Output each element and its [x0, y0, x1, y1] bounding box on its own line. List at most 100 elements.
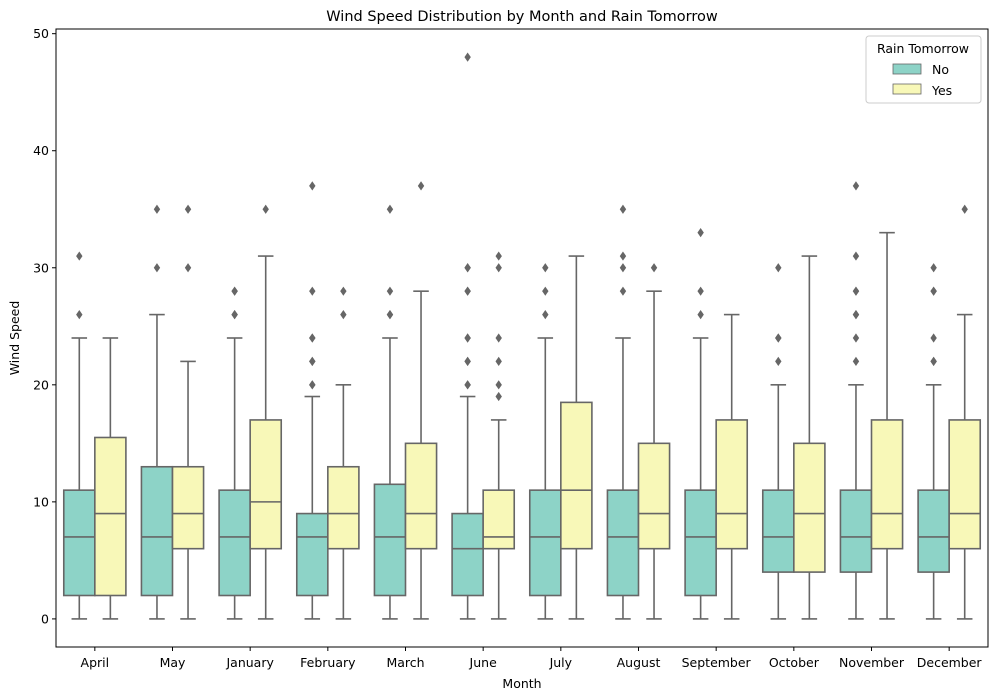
box-body — [94, 436, 127, 597]
outlier-point — [153, 263, 161, 273]
x-tick-label: May — [160, 655, 186, 670]
outlier-point — [309, 356, 316, 367]
axes-layer: 0 10 20 30 40 50 April May January February March J… — [33, 26, 989, 670]
box-no-december — [917, 263, 950, 620]
legend-label-no: No — [932, 62, 949, 77]
box-yes-september — [715, 313, 749, 620]
box-body — [870, 419, 904, 550]
box-yes-february — [327, 286, 360, 620]
x-tick-label: November — [839, 655, 905, 670]
box-body — [917, 489, 950, 573]
outlier-point — [464, 286, 471, 296]
outlier-point — [231, 286, 238, 296]
box-yes-july — [560, 255, 593, 620]
axes-frame — [55, 28, 989, 648]
box-body — [451, 512, 484, 597]
outlier-point — [417, 181, 425, 191]
box-no-january — [218, 286, 251, 620]
outlier-point — [495, 391, 502, 402]
outlier-point — [542, 309, 549, 320]
legend-label-yes: Yes — [931, 83, 952, 98]
outlier-point — [852, 309, 860, 320]
outlier-point — [852, 356, 860, 367]
outlier-point — [852, 251, 860, 261]
outlier-point — [930, 263, 937, 273]
box-body — [482, 489, 516, 550]
box-body — [295, 512, 329, 597]
x-tick-label: October — [769, 655, 820, 670]
outlier-point — [309, 181, 316, 191]
y-tick-label: 0 — [41, 611, 49, 626]
outlier-point — [386, 286, 394, 296]
box-body — [373, 483, 407, 597]
box-body — [637, 442, 671, 550]
box-no-august — [606, 204, 640, 620]
box-body — [560, 401, 593, 550]
outlier-point — [76, 251, 83, 261]
outlier-point — [340, 286, 347, 296]
legend: Rain Tomorrow No Yes — [865, 35, 982, 104]
box-no-july — [528, 263, 562, 620]
outlier-point — [76, 309, 83, 320]
x-tick-label: March — [386, 655, 424, 670]
outlier-point — [961, 204, 968, 214]
outlier-point — [697, 286, 704, 296]
outlier-point — [650, 263, 658, 273]
outlier-point — [464, 52, 471, 62]
legend-title: Rain Tomorrow — [877, 41, 969, 56]
box-body — [327, 465, 360, 550]
box-body — [715, 419, 749, 550]
box-body — [62, 489, 96, 597]
outlier-point — [309, 380, 316, 390]
boxes-layer — [62, 52, 982, 620]
outlier-point — [340, 309, 347, 320]
x-tick-label: July — [549, 655, 573, 670]
box-yes-june — [482, 251, 516, 620]
outlier-point — [619, 251, 627, 261]
x-axis-label: Month — [502, 676, 541, 691]
outlier-point — [262, 204, 269, 214]
box-no-november — [839, 181, 873, 620]
x-tick-label: August — [617, 655, 661, 670]
box-body — [171, 465, 205, 550]
x-tick-label: February — [300, 655, 356, 670]
box-yes-december — [948, 204, 982, 620]
box-body — [606, 489, 640, 597]
box-yes-october — [793, 255, 826, 620]
outlier-point — [495, 251, 502, 261]
box-no-june — [451, 52, 484, 620]
box-body — [140, 465, 174, 597]
box-no-april — [62, 251, 96, 620]
outlier-point — [775, 356, 782, 367]
box-no-may — [140, 204, 174, 620]
legend-swatch-yes — [892, 83, 922, 95]
x-tick-label: September — [682, 655, 752, 670]
outlier-point — [775, 333, 782, 343]
plot-area — [56, 29, 988, 647]
box-yes-march — [404, 181, 438, 620]
box-body — [249, 419, 283, 550]
outlier-point — [495, 356, 502, 367]
box-body — [761, 489, 795, 573]
legend-swatch-no — [892, 63, 922, 75]
x-tick-label: December — [917, 655, 983, 670]
outlier-point — [184, 204, 192, 214]
outlier-point — [464, 380, 471, 390]
box-body — [793, 442, 826, 573]
outlier-point — [619, 286, 627, 296]
x-tick-label: June — [469, 655, 498, 670]
outlier-point — [542, 263, 549, 273]
outlier-point — [495, 263, 502, 273]
outlier-point — [231, 309, 238, 320]
box-yes-january — [249, 204, 283, 620]
outlier-point — [619, 204, 627, 214]
y-tick-label: 50 — [33, 26, 49, 41]
outlier-point — [464, 263, 471, 273]
outlier-point — [930, 356, 937, 367]
box-no-february — [295, 181, 329, 620]
outlier-point — [386, 204, 394, 214]
outlier-point — [153, 204, 161, 214]
y-tick-label: 30 — [33, 260, 49, 275]
outlier-point — [184, 263, 192, 273]
box-no-october — [761, 263, 795, 620]
